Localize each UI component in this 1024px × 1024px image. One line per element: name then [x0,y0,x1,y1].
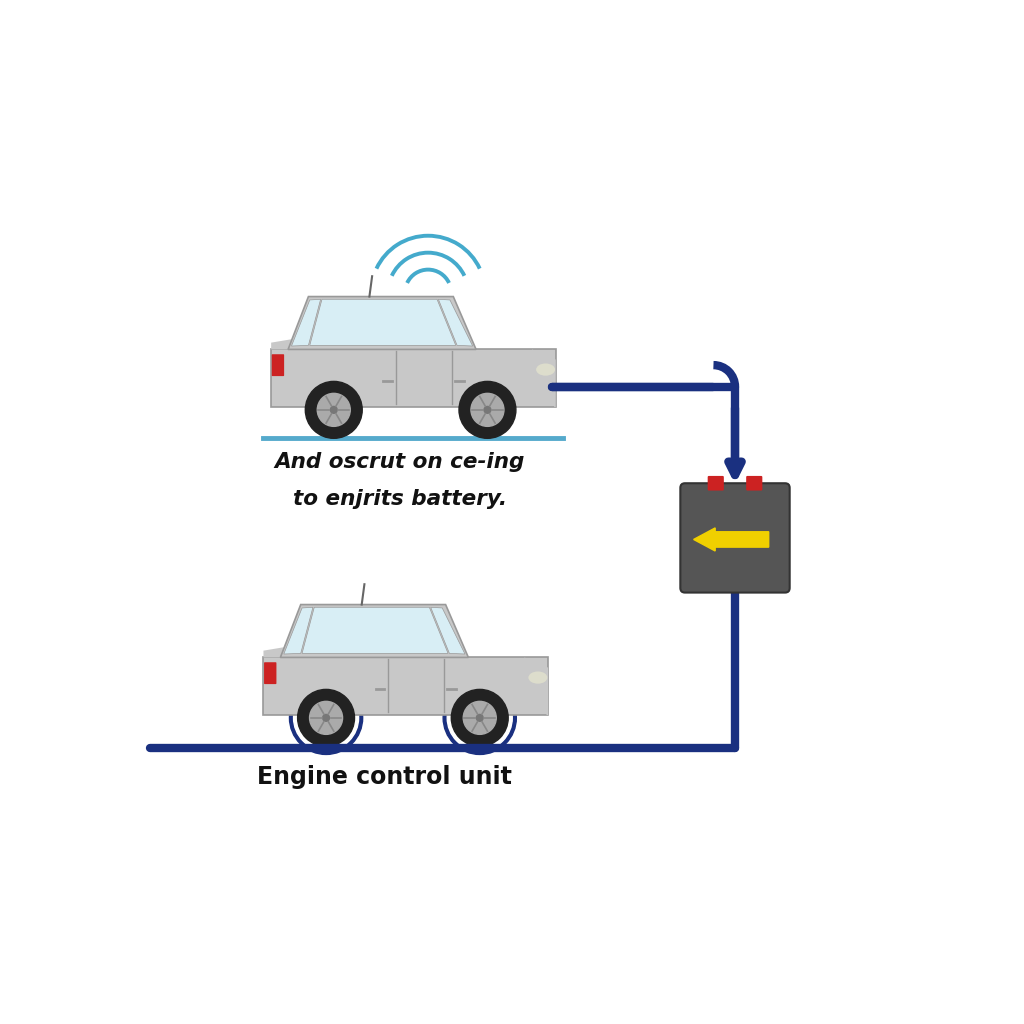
Circle shape [484,407,490,414]
Circle shape [447,685,512,751]
Text: to enjrits battery.: to enjrits battery. [293,489,507,509]
Ellipse shape [528,672,548,684]
Polygon shape [263,647,291,657]
Polygon shape [263,657,548,715]
FancyBboxPatch shape [271,354,284,376]
Circle shape [290,681,362,755]
Text: And oscrut on ce-ing: And oscrut on ce-ing [274,453,525,472]
Circle shape [471,393,504,426]
Polygon shape [310,299,456,345]
Circle shape [476,715,483,721]
Polygon shape [532,349,556,407]
Polygon shape [431,607,465,654]
Circle shape [317,393,350,426]
Polygon shape [438,299,473,346]
FancyBboxPatch shape [746,476,762,490]
Ellipse shape [537,364,555,376]
Polygon shape [292,299,321,346]
Circle shape [305,381,362,438]
Polygon shape [302,607,449,653]
Circle shape [452,689,508,746]
FancyBboxPatch shape [680,483,790,593]
Text: Engine control unit: Engine control unit [257,765,512,788]
Circle shape [463,701,497,734]
Polygon shape [284,607,313,654]
Circle shape [298,689,354,746]
Circle shape [309,701,343,734]
Circle shape [323,715,330,721]
Polygon shape [281,604,468,657]
Polygon shape [524,657,548,715]
Circle shape [294,685,358,751]
FancyArrow shape [693,528,769,551]
Polygon shape [271,349,556,407]
Circle shape [459,381,516,438]
Polygon shape [271,339,298,349]
Circle shape [443,681,516,755]
Circle shape [331,407,337,414]
FancyBboxPatch shape [264,663,276,684]
Polygon shape [288,297,476,349]
FancyBboxPatch shape [708,476,724,490]
